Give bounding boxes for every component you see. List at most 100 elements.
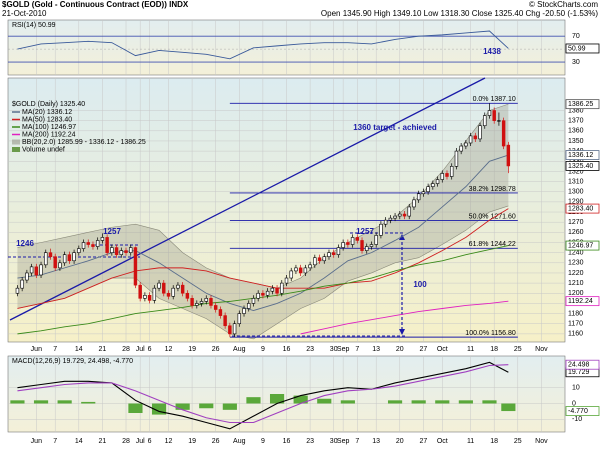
- rsi-tick-label: 30: [572, 59, 580, 66]
- candle-body: [464, 142, 468, 147]
- x-tick-label: 7: [53, 346, 57, 353]
- value-tag: 1336.12: [568, 152, 593, 159]
- x-tick-label: 9: [261, 346, 265, 353]
- y-tick-label: 1220: [568, 270, 584, 277]
- candle-body: [157, 282, 161, 289]
- candle-body: [445, 173, 449, 177]
- candle-body: [317, 257, 322, 262]
- candle-body: [114, 247, 119, 255]
- annotation: 1257: [103, 227, 121, 236]
- candle-body: [204, 298, 208, 302]
- candle-body: [129, 247, 133, 253]
- candle-body: [218, 309, 223, 316]
- candle-body: [133, 247, 138, 286]
- candle-body: [473, 135, 478, 140]
- candle-body: [29, 266, 34, 274]
- fib-label: 38.2% 1298.78: [469, 186, 516, 193]
- x-tick-label: 11: [467, 346, 474, 353]
- candle-body: [190, 298, 194, 306]
- candle-body: [119, 250, 124, 255]
- rsi-label: RSI(14) 50.99: [12, 22, 56, 29]
- y-tick-label: 1270: [568, 219, 584, 226]
- candle-body: [355, 237, 360, 241]
- legend-label: MA(100) 1246.97: [22, 124, 76, 131]
- candle-body: [294, 267, 298, 272]
- value-tag-box: [565, 406, 600, 416]
- x-tick-label: 13: [372, 346, 380, 353]
- y-tick-label: 1200: [568, 290, 584, 297]
- candle-body: [171, 287, 175, 297]
- candle-body: [322, 256, 326, 262]
- x-tick-label: 30: [330, 438, 338, 445]
- x-tick-label: 13: [372, 438, 380, 445]
- value-tag: 1192.24: [568, 298, 593, 305]
- value-tag: 1246.97: [568, 242, 593, 249]
- macd-histogram-bar: [458, 400, 473, 404]
- x-tick-label: 20: [396, 346, 404, 353]
- annotation: 1257: [356, 227, 374, 236]
- macd-histogram-bar: [482, 400, 497, 404]
- value-tag: 1325.40: [568, 163, 593, 170]
- annotation: 1360 target - achieved: [353, 123, 437, 132]
- y-tick-label: 1170: [568, 321, 583, 328]
- y-tick-label: 1230: [568, 260, 584, 267]
- x-tick-label: Jun: [31, 346, 42, 353]
- macd-line: [17, 361, 509, 430]
- candle-body: [48, 252, 53, 258]
- candle-body: [459, 145, 463, 152]
- y-tick-label: 1160: [568, 331, 583, 338]
- y-tick-label: 1210: [568, 280, 584, 287]
- annotation: 1246: [16, 239, 34, 248]
- x-tick-label: Sep: [337, 438, 350, 445]
- x-tick-label: 21: [99, 346, 107, 353]
- candle-body: [483, 115, 487, 127]
- candle-body: [374, 235, 378, 245]
- x-tick-label: 9: [261, 438, 265, 445]
- x-tick-label: 16: [283, 346, 291, 353]
- candle-body: [213, 305, 218, 310]
- value-tag-box: [565, 359, 600, 370]
- x-tick-label: Sep: [337, 346, 350, 353]
- macd-histogram-bar: [293, 395, 308, 404]
- candle-body: [492, 110, 496, 121]
- macd-histogram-bar: [246, 397, 261, 404]
- candle-body: [331, 252, 336, 255]
- value-tag-box: [565, 296, 600, 307]
- candle-body: [223, 315, 227, 327]
- candle-body: [195, 303, 199, 306]
- macd-histogram-bar: [411, 400, 426, 404]
- value-tag-box: [565, 99, 600, 110]
- quote: Open 1345.90 High 1349.10 Low 1318.30 Cl…: [321, 9, 598, 18]
- candle-body: [185, 292, 190, 299]
- candle-body: [39, 264, 43, 276]
- x-tick-label: Oct: [437, 438, 448, 445]
- candle-body: [336, 247, 341, 255]
- x-tick-label: 12: [165, 346, 173, 353]
- fib-label: 0.0% 1387.10: [473, 96, 516, 103]
- value-tag: 19.729: [568, 369, 590, 376]
- x-tick-label: 23: [306, 438, 314, 445]
- moving-average: [17, 154, 509, 311]
- y-tick-label: 1260: [568, 229, 584, 236]
- x-tick-label: 23: [306, 346, 314, 353]
- x-tick-label: 7: [355, 438, 359, 445]
- candle-body: [487, 110, 492, 116]
- y-tick-label: 1320: [568, 168, 584, 175]
- candle-body: [25, 272, 29, 281]
- candle-body: [176, 284, 180, 289]
- candle-body: [34, 266, 39, 276]
- moving-average: [17, 208, 509, 309]
- x-tick-label: 7: [53, 438, 57, 445]
- candle-body: [308, 264, 312, 269]
- y-tick-label: 1370: [568, 117, 584, 124]
- x-tick-label: Jul: [136, 346, 145, 353]
- x-tick-label: 28: [122, 346, 130, 353]
- candle-body: [44, 252, 48, 266]
- candle-body: [393, 215, 397, 219]
- value-tag-box: [565, 240, 600, 251]
- rsi-line: [17, 30, 509, 60]
- y-tick-label: 1300: [568, 189, 584, 196]
- macd-histogram-bar: [10, 400, 25, 404]
- moving-average: [17, 245, 509, 335]
- candle-body: [402, 213, 407, 217]
